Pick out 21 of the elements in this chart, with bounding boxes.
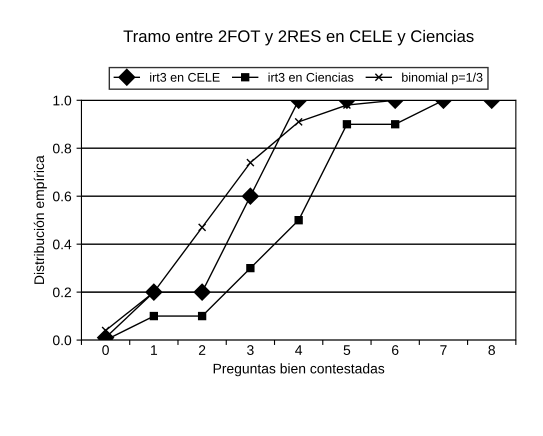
- x-tick-label: 4: [295, 345, 302, 355]
- y-axis-title: Distribución empírica: [34, 155, 47, 284]
- y-tick-label: 0.0: [52, 335, 72, 346]
- y-tick-label: 0.2: [52, 287, 72, 298]
- legend-label: irt3 en Ciencias: [268, 72, 354, 82]
- x-tick-label: 3: [247, 345, 254, 356]
- x-tick-label: 7: [440, 345, 447, 355]
- y-tick-label: 0.6: [52, 192, 72, 202]
- legend-label: binomial p=1/3: [402, 72, 482, 84]
- x-tick-label: 5: [344, 345, 350, 356]
- x-tick-label: 8: [488, 345, 495, 356]
- chart-title: Tramo entre 2FOT y 2RES en CELE y Ciencias: [124, 30, 474, 46]
- x-tick-label: 6: [392, 345, 398, 356]
- x-tick-label: 1: [151, 345, 158, 355]
- y-tick-label: 1.0: [53, 96, 72, 106]
- y-tick-label: 0.4: [52, 239, 72, 250]
- x-axis-title: Preguntas bien contestadas: [214, 363, 384, 376]
- x-tick-label: 0: [102, 345, 109, 356]
- x-tick-label: 2: [198, 345, 206, 355]
- legend-label: irt3 en CELE: [150, 72, 220, 82]
- y-tick-label: 0.8: [52, 144, 72, 154]
